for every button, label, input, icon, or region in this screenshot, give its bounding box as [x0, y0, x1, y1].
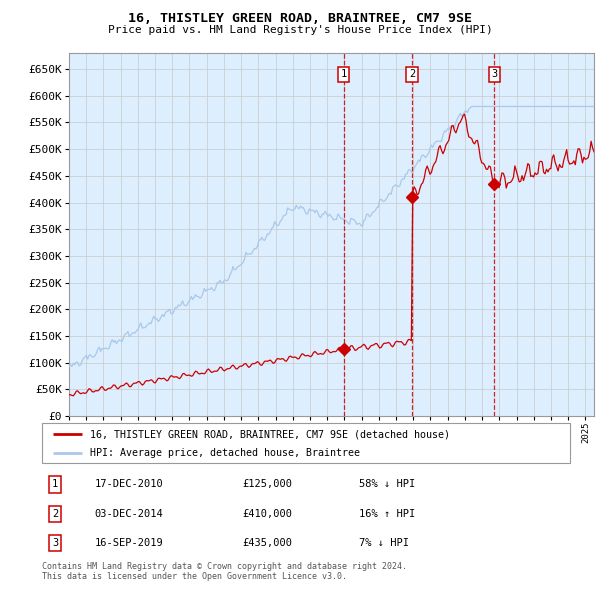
- Text: HPI: Average price, detached house, Braintree: HPI: Average price, detached house, Brai…: [89, 448, 359, 458]
- Text: 2: 2: [52, 509, 58, 519]
- Text: Price paid vs. HM Land Registry's House Price Index (HPI): Price paid vs. HM Land Registry's House …: [107, 25, 493, 35]
- Text: Contains HM Land Registry data © Crown copyright and database right 2024.: Contains HM Land Registry data © Crown c…: [42, 562, 407, 571]
- Text: 16, THISTLEY GREEN ROAD, BRAINTREE, CM7 9SE: 16, THISTLEY GREEN ROAD, BRAINTREE, CM7 …: [128, 12, 472, 25]
- Text: 3: 3: [491, 70, 497, 80]
- Text: This data is licensed under the Open Government Licence v3.0.: This data is licensed under the Open Gov…: [42, 572, 347, 581]
- Text: 58% ↓ HPI: 58% ↓ HPI: [359, 480, 415, 489]
- Text: £410,000: £410,000: [242, 509, 293, 519]
- Text: 17-DEC-2010: 17-DEC-2010: [95, 480, 164, 489]
- Text: 16-SEP-2019: 16-SEP-2019: [95, 538, 164, 548]
- Text: 2: 2: [409, 70, 415, 80]
- Text: £435,000: £435,000: [242, 538, 293, 548]
- Text: 1: 1: [52, 480, 58, 489]
- Text: 03-DEC-2014: 03-DEC-2014: [95, 509, 164, 519]
- Text: 3: 3: [52, 538, 58, 548]
- Text: 16, THISTLEY GREEN ROAD, BRAINTREE, CM7 9SE (detached house): 16, THISTLEY GREEN ROAD, BRAINTREE, CM7 …: [89, 430, 449, 440]
- Text: £125,000: £125,000: [242, 480, 293, 489]
- Text: 7% ↓ HPI: 7% ↓ HPI: [359, 538, 409, 548]
- Text: 1: 1: [341, 70, 347, 80]
- Text: 16% ↑ HPI: 16% ↑ HPI: [359, 509, 415, 519]
- FancyBboxPatch shape: [42, 423, 570, 463]
